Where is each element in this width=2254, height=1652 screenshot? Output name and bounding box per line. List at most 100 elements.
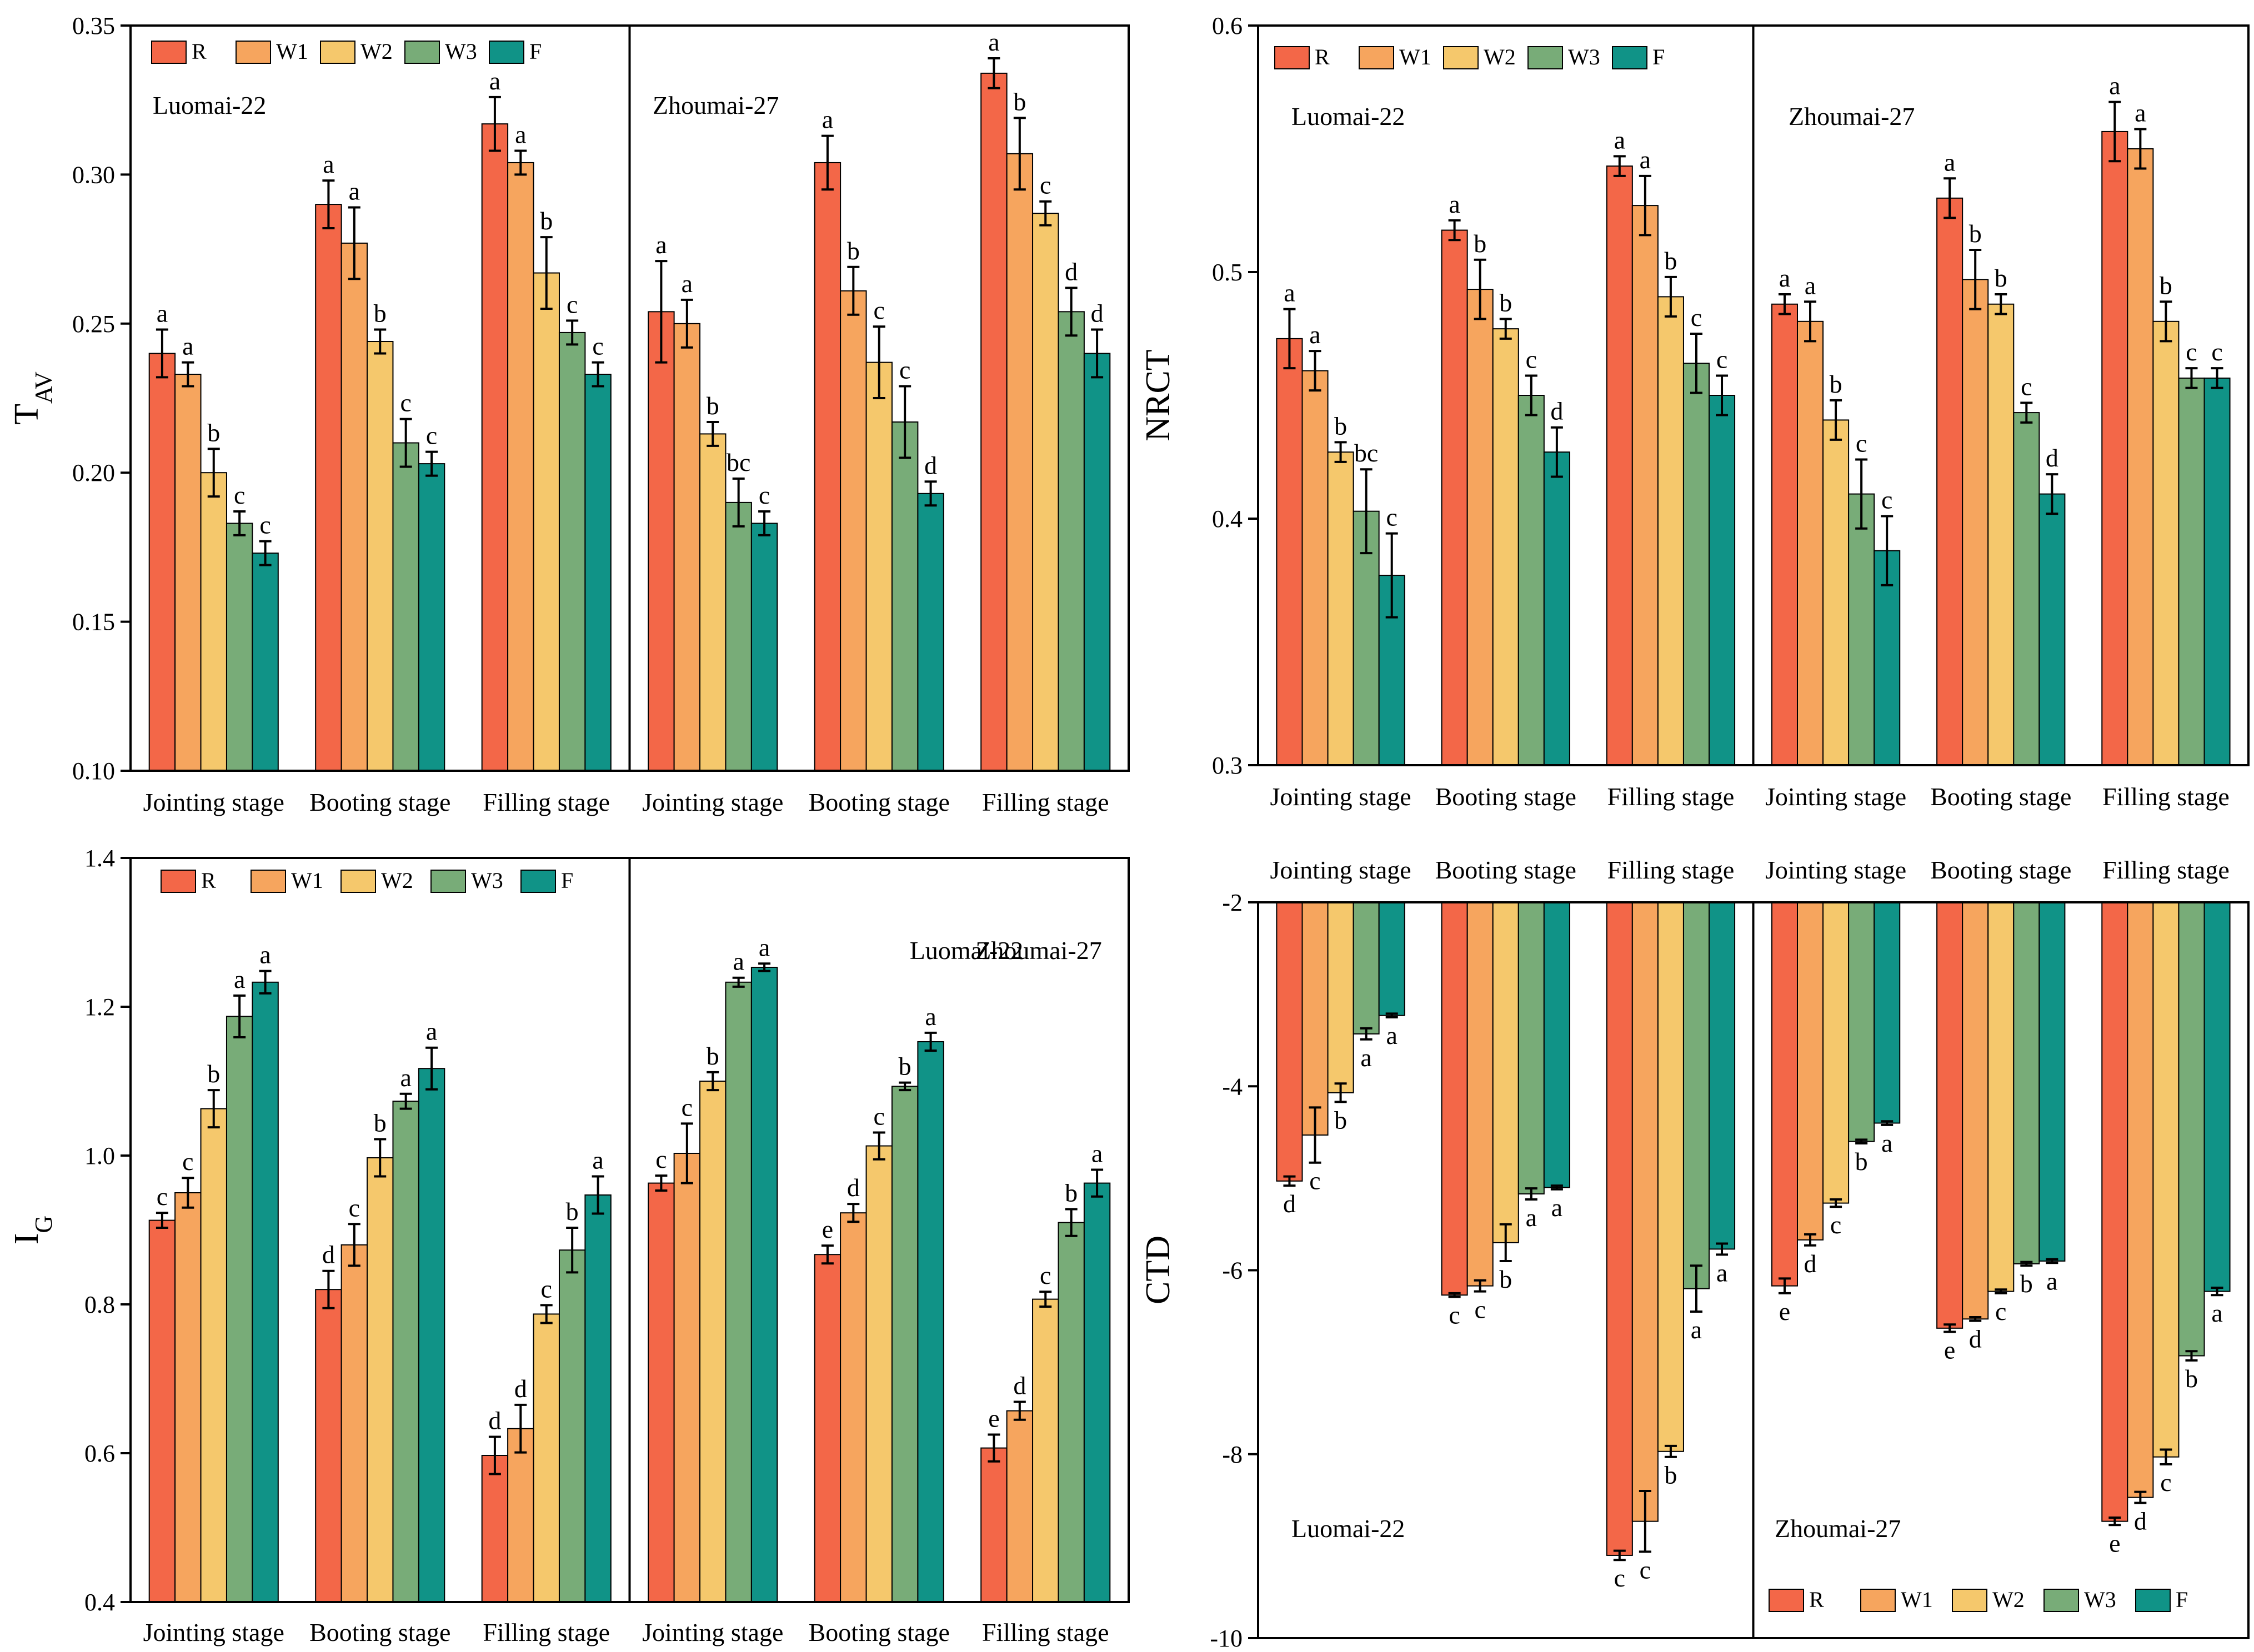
significance-label: c: [655, 1145, 667, 1173]
significance-label: b: [2185, 1364, 2198, 1393]
bar-w1: [1006, 1410, 1034, 1603]
legend-label-w1: W1: [1901, 1587, 1933, 1612]
bar-w3: [392, 442, 419, 771]
y-tick-label: 0.30: [72, 161, 115, 188]
bar-f: [1378, 902, 1405, 1016]
x-category-label: Filling stage: [483, 1618, 610, 1646]
legend-swatch-f: [489, 41, 524, 64]
bar-r: [2101, 902, 2128, 1522]
bar-f: [1709, 395, 1736, 766]
significance-label: d: [1550, 397, 1563, 425]
significance-label: b: [1969, 219, 1982, 248]
bar-r: [1441, 902, 1468, 1296]
significance-label: a: [1691, 1315, 1702, 1344]
legend-label-w2: W2: [1484, 44, 1516, 69]
y-tick-label: 1.4: [84, 845, 115, 872]
bar-w2: [699, 433, 727, 771]
significance-label: a: [1360, 1043, 1371, 1072]
bar-f: [917, 493, 944, 771]
legend-label-f: F: [529, 39, 542, 64]
y-tick-label: 0.5: [1212, 259, 1243, 286]
cultivar-label: Luomai-22: [910, 936, 1023, 965]
significance-label: b: [1995, 264, 2007, 292]
significance-label: b: [1664, 247, 1677, 275]
y-tick-label: 0.4: [84, 1589, 115, 1616]
bar-w1: [840, 1212, 867, 1603]
x-category-label: Filling stage: [1607, 856, 1735, 884]
bar-w1: [174, 1192, 202, 1603]
significance-label: e: [2109, 1529, 2120, 1557]
significance-label: a: [1309, 320, 1320, 349]
legend-swatch-w2: [1443, 46, 1479, 69]
bar-w3: [725, 501, 752, 771]
legend-swatch-w3: [1527, 46, 1563, 69]
y-tick-label: -2: [1222, 889, 1243, 916]
bar-f: [584, 374, 612, 771]
y-tick-label: -10: [1210, 1625, 1243, 1652]
x-category-label: Jointing stage: [1765, 856, 1906, 884]
significance-label: a: [2211, 1299, 2222, 1327]
x-category-label: Jointing stage: [1765, 782, 1906, 811]
bar-r: [980, 1447, 1008, 1603]
legend-label-w3: W3: [2084, 1587, 2116, 1612]
y-tick-label: 1.0: [84, 1142, 115, 1169]
bar-w2: [2152, 320, 2180, 766]
legend-swatch-r: [1769, 1589, 1804, 1612]
bar-r: [1276, 338, 1303, 766]
bar-w2: [1987, 303, 2015, 766]
bar-r: [148, 353, 176, 771]
legend-swatch-w2: [340, 870, 376, 893]
bar-w1: [507, 162, 534, 772]
significance-label: c: [874, 296, 885, 324]
x-category-label: Booting stage: [1930, 856, 2071, 884]
bar-w3: [725, 981, 752, 1603]
x-category-label: Booting stage: [809, 1618, 950, 1646]
significance-label: a: [323, 150, 334, 178]
legend-label-f: F: [561, 868, 573, 893]
significance-label: b: [374, 1109, 387, 1137]
significance-label: a: [2109, 72, 2120, 100]
significance-label: a: [426, 1017, 437, 1046]
bar-f: [1543, 902, 1570, 1188]
bar-f: [418, 463, 445, 771]
significance-label: b: [566, 1197, 579, 1226]
x-category-label: Filling stage: [2102, 782, 2230, 811]
significance-label: c: [1040, 1261, 1051, 1289]
significance-label: c: [349, 1193, 360, 1222]
bar-w3: [891, 1086, 919, 1603]
bar-r: [814, 162, 842, 772]
bar-r: [1276, 902, 1303, 1182]
significance-label: c: [541, 1274, 552, 1303]
significance-label: b: [1855, 1147, 1868, 1176]
bar-f: [1874, 902, 1901, 1124]
bar-w3: [226, 523, 253, 771]
y-tick-label: 1.2: [84, 993, 115, 1021]
bar-f: [252, 981, 279, 1603]
significance-label: a: [733, 947, 744, 976]
bar-w2: [1327, 902, 1354, 1093]
y-tick-label: 0.4: [1212, 505, 1243, 533]
bar-w2: [1987, 902, 2015, 1292]
bar-f: [1543, 451, 1570, 766]
significance-label: a: [1805, 271, 1816, 299]
significance-label: d: [847, 1173, 860, 1202]
significance-label: b: [707, 391, 719, 420]
significance-label: a: [759, 933, 770, 961]
x-category-label: Filling stage: [982, 1618, 1109, 1646]
significance-label: c: [2186, 338, 2197, 366]
cultivar-label: Zhoumai-27: [653, 91, 779, 119]
significance-label: c: [1386, 503, 1397, 531]
legend-label-w3: W3: [1568, 44, 1600, 69]
significance-label: b: [1334, 1106, 1347, 1134]
significance-label: b: [1499, 288, 1512, 317]
significance-label: c: [157, 1182, 168, 1211]
bar-w2: [1657, 902, 1684, 1452]
bar-w1: [1631, 902, 1659, 1522]
bar-r: [1771, 902, 1798, 1287]
significance-label: d: [1065, 257, 1078, 285]
significance-label: a: [592, 1146, 603, 1174]
legend-label-w2: W2: [1992, 1587, 2025, 1612]
significance-label: a: [1640, 145, 1651, 174]
bar-r: [481, 123, 509, 771]
bar-w2: [1327, 451, 1354, 766]
